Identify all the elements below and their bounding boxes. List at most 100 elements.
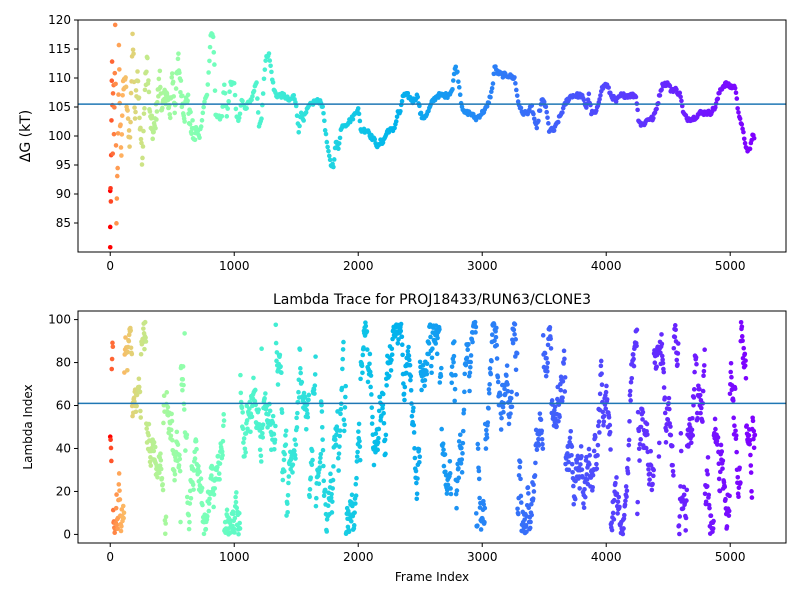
lambda-x-ticks: 0 1000 2000 3000 4000 5000 bbox=[106, 543, 745, 564]
lambda-point bbox=[586, 446, 592, 452]
lambda-point bbox=[126, 332, 132, 338]
lambda-x-axis-label: Frame Index bbox=[395, 570, 469, 584]
dg-point bbox=[116, 92, 121, 97]
lambda-point bbox=[572, 496, 578, 502]
lambda-point bbox=[678, 448, 684, 454]
dg-point bbox=[293, 99, 298, 105]
lambda-point bbox=[389, 352, 395, 357]
lambda-point bbox=[704, 468, 710, 473]
lambda-point bbox=[649, 487, 655, 493]
lambda-point bbox=[357, 444, 363, 449]
lambda-point bbox=[400, 352, 405, 358]
lambda-point bbox=[733, 428, 738, 434]
lambda-point bbox=[414, 496, 420, 502]
lambda-point bbox=[371, 462, 377, 468]
lambda-point bbox=[646, 467, 651, 472]
lambda-point bbox=[527, 525, 533, 531]
lambda-point bbox=[286, 480, 291, 486]
dg-point bbox=[199, 118, 205, 123]
lambda-point bbox=[408, 377, 413, 383]
dg-point bbox=[210, 34, 216, 40]
lambda-point bbox=[625, 470, 631, 476]
lambda-point bbox=[408, 373, 414, 379]
dg-point bbox=[742, 140, 748, 146]
dg-point bbox=[117, 67, 122, 72]
lambda-point bbox=[384, 383, 389, 388]
dg-point bbox=[322, 128, 328, 133]
dg-point bbox=[108, 199, 114, 204]
lambda-point bbox=[614, 491, 620, 496]
lambda-point bbox=[726, 508, 732, 514]
dg-point bbox=[145, 55, 150, 61]
lambda-point bbox=[684, 498, 689, 503]
lambda-point bbox=[342, 422, 347, 428]
lambda-point bbox=[341, 339, 346, 345]
dg-point bbox=[114, 196, 120, 201]
lambda-point bbox=[699, 405, 704, 411]
dg-point bbox=[182, 119, 187, 124]
dg-point bbox=[119, 113, 125, 118]
lambda-point bbox=[197, 469, 202, 475]
lambda-point bbox=[170, 437, 175, 443]
lambda-point bbox=[317, 459, 323, 465]
lambda-point bbox=[416, 446, 422, 452]
lambda-point bbox=[702, 347, 707, 353]
lambda-point bbox=[341, 428, 347, 434]
lambda-point bbox=[504, 373, 509, 378]
lambda-point bbox=[435, 335, 440, 341]
lambda-point bbox=[142, 319, 148, 325]
lambda-point bbox=[560, 379, 566, 384]
lambda-point bbox=[652, 360, 658, 365]
lambda-point bbox=[590, 484, 595, 490]
dg-point bbox=[131, 51, 136, 57]
lambda-point bbox=[518, 500, 524, 505]
dg-point bbox=[190, 118, 195, 123]
lambda-point bbox=[293, 456, 298, 461]
lambda-point bbox=[329, 491, 334, 497]
lambda-point bbox=[353, 493, 359, 498]
lambda-point bbox=[320, 437, 325, 442]
dg-point bbox=[321, 110, 326, 116]
dg-point bbox=[225, 106, 231, 111]
lambda-point bbox=[615, 499, 621, 505]
lambda-point bbox=[119, 524, 124, 529]
lambda-point bbox=[494, 325, 499, 331]
dg-point bbox=[551, 128, 557, 133]
lambda-point bbox=[316, 470, 321, 476]
dg-point bbox=[560, 110, 565, 115]
lambda-point bbox=[691, 387, 697, 392]
lambda-point bbox=[626, 437, 632, 443]
lambda-point bbox=[242, 453, 247, 459]
lambda-point bbox=[311, 387, 317, 392]
lambda-point bbox=[473, 511, 479, 516]
lambda-point bbox=[624, 494, 629, 500]
lambda-point bbox=[363, 323, 369, 329]
lambda-y-tick-label: 0 bbox=[63, 527, 71, 541]
lambda-point bbox=[414, 480, 419, 486]
lambda-point bbox=[279, 370, 284, 375]
lambda-point bbox=[220, 438, 226, 444]
lambda-point bbox=[233, 499, 239, 505]
dg-point bbox=[657, 93, 663, 98]
lambda-point bbox=[369, 421, 375, 426]
lambda-point bbox=[651, 467, 656, 473]
lambda-point bbox=[533, 460, 538, 466]
lambda-point bbox=[736, 485, 742, 491]
lambda-point bbox=[484, 427, 489, 433]
lambda-point bbox=[370, 414, 375, 420]
lambda-point bbox=[453, 491, 459, 497]
dg-point bbox=[398, 109, 403, 114]
dg-point bbox=[418, 110, 424, 116]
lambda-point bbox=[409, 413, 415, 419]
dg-point bbox=[678, 94, 683, 100]
lambda-point bbox=[475, 441, 481, 447]
lambda-point bbox=[155, 475, 160, 480]
lambda-x-tick-label: 5000 bbox=[715, 550, 746, 564]
lambda-point bbox=[728, 360, 734, 366]
lambda-point bbox=[512, 332, 517, 337]
lambda-point bbox=[340, 347, 346, 352]
lambda-point bbox=[184, 494, 190, 500]
dg-point bbox=[255, 110, 261, 115]
lambda-point bbox=[716, 461, 722, 467]
lambda-y-tick-label: 40 bbox=[56, 441, 71, 455]
